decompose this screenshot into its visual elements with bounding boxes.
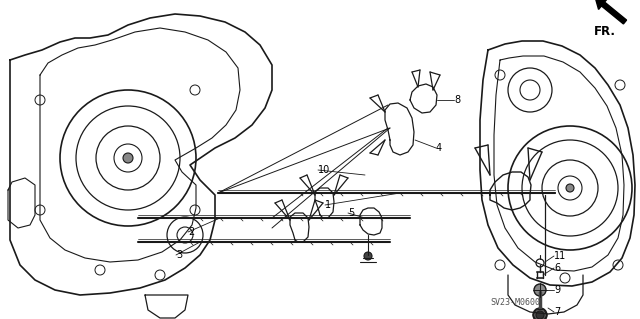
Text: 2: 2 (188, 227, 195, 237)
Text: 11: 11 (554, 251, 566, 261)
FancyArrow shape (595, 0, 627, 24)
Text: 5: 5 (348, 208, 355, 218)
Circle shape (536, 311, 544, 319)
Circle shape (364, 252, 372, 260)
Text: 7: 7 (554, 307, 560, 317)
Text: SV23-M0600: SV23-M0600 (490, 298, 540, 307)
Text: 10: 10 (318, 165, 330, 175)
Text: 9: 9 (554, 285, 560, 295)
Circle shape (533, 308, 547, 319)
Text: 1: 1 (325, 200, 331, 210)
Circle shape (534, 284, 546, 296)
Text: FR.: FR. (594, 25, 616, 38)
Circle shape (566, 184, 574, 192)
Text: 6: 6 (554, 263, 560, 273)
Circle shape (123, 153, 133, 163)
Text: 4: 4 (436, 143, 442, 153)
Text: 3: 3 (176, 250, 182, 260)
Text: 8: 8 (454, 95, 460, 105)
